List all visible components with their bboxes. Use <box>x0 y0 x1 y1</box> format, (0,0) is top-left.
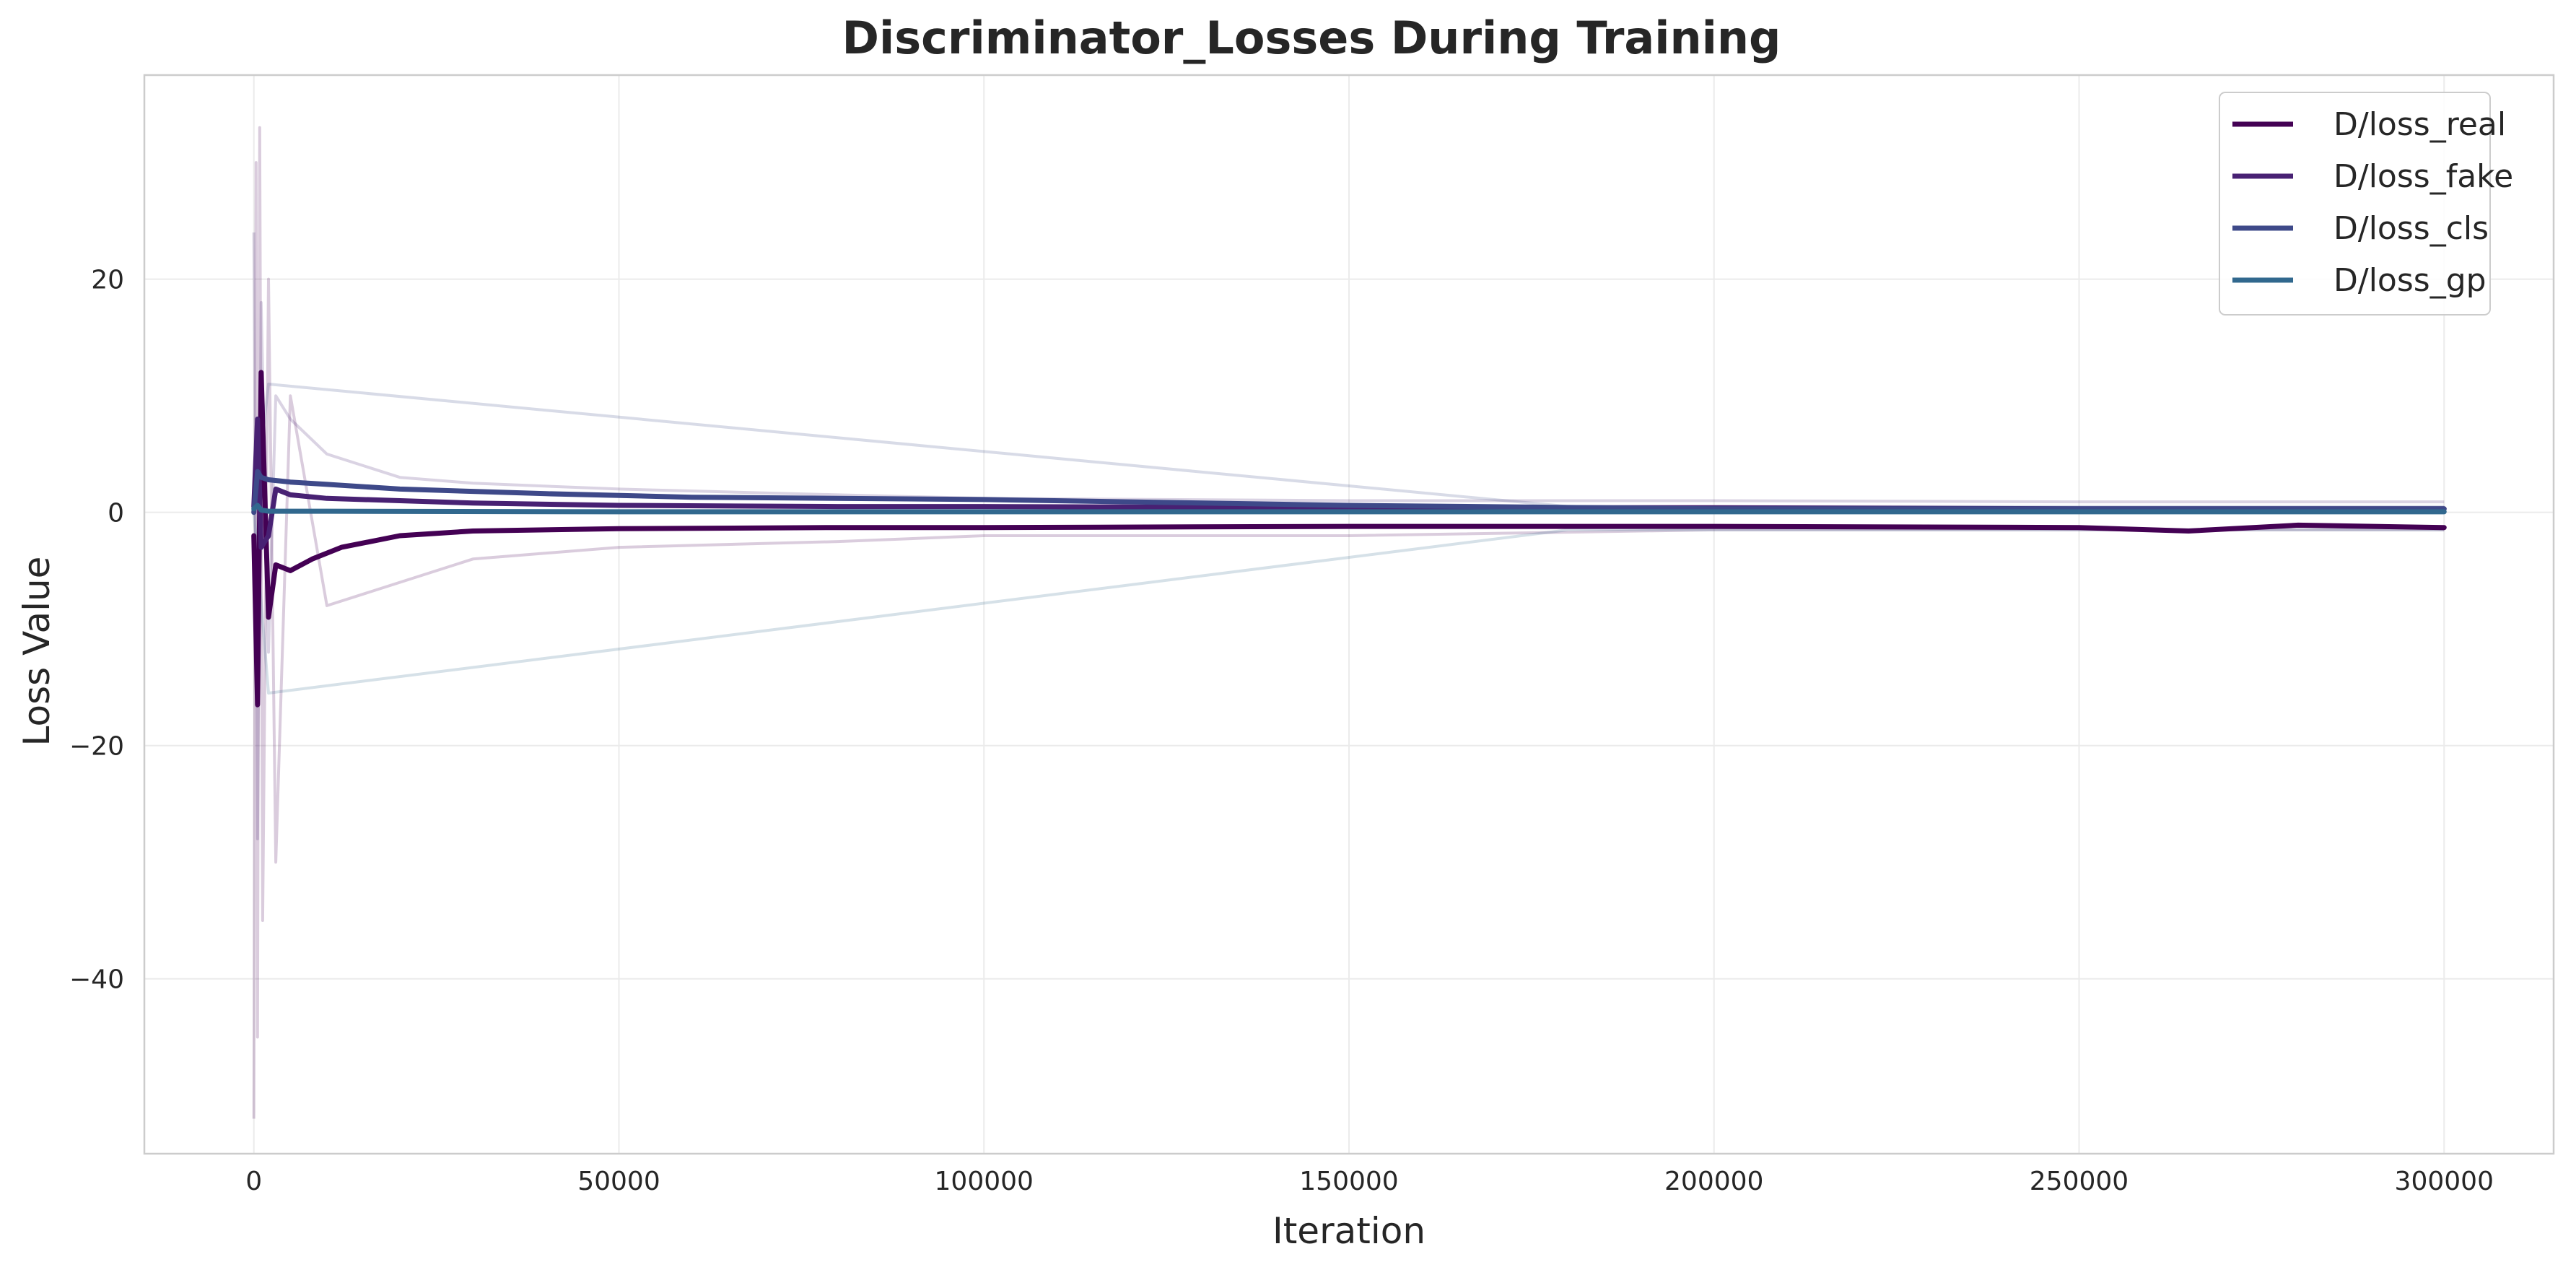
x-tick-label: 0 <box>245 1167 262 1196</box>
x-tick-label: 300000 <box>2395 1167 2494 1196</box>
series-raw-d-loss-real <box>252 126 2445 1119</box>
y-axis-label: Loss Value <box>16 557 58 747</box>
x-tick-label: 200000 <box>1664 1167 1763 1196</box>
x-tick-label: 250000 <box>2030 1167 2129 1196</box>
y-tick-label: −40 <box>69 965 124 995</box>
y-tick-label: 0 <box>108 499 124 528</box>
y-tick-label: −20 <box>69 732 124 762</box>
chart-title: Discriminator_Losses During Training <box>842 12 1781 64</box>
legend-label: D/loss_real <box>2333 106 2506 143</box>
x-tick-label: 100000 <box>935 1167 1034 1196</box>
series-line-d-loss-gp <box>251 502 2447 515</box>
x-axis-label: Iteration <box>1272 1210 1425 1252</box>
legend-label: D/loss_fake <box>2333 158 2513 195</box>
y-tick-label: 20 <box>91 266 124 295</box>
legend-box <box>2219 92 2491 316</box>
series-raw-d-loss-gp <box>252 512 2445 695</box>
legend: D/loss_real D/loss_fake D/loss_cls D/loss_g… <box>2219 92 2513 316</box>
x-tick-label: 150000 <box>1299 1167 1398 1196</box>
x-tick-label: 50000 <box>577 1167 660 1196</box>
series-line-d-loss-real <box>251 370 2447 708</box>
series-line-d-loss-cls <box>251 469 2447 515</box>
legend-label: D/loss_gp <box>2333 262 2487 299</box>
plot-frame <box>143 74 2555 1155</box>
legend-label: D/loss_cls <box>2333 210 2489 247</box>
